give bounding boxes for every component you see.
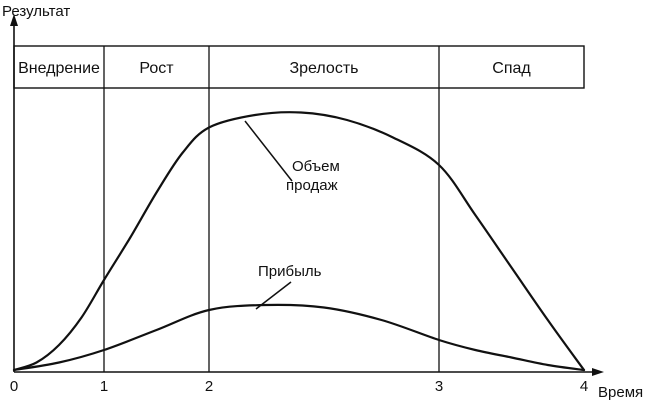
profit-callout-line [255,281,292,310]
stage-label: Внедрение [18,60,100,77]
profit-line [12,303,586,372]
x-tick-label: 3 [435,378,443,395]
sales-series-label-line-1: Объем [292,158,340,175]
y-axis-arrow [10,14,18,26]
x-axis-arrow [592,368,604,376]
sales-callout-line [244,120,293,182]
y-axis-label: Результат [2,3,70,20]
x-axis-label: Время [598,384,643,401]
stage-label: Спад [492,60,531,77]
x-tick-label: 0 [10,378,18,395]
stage-label: Рост [139,60,174,77]
stage-label: Зрелость [289,60,358,77]
x-tick-label: 4 [580,378,588,395]
x-tick-label: 2 [205,378,213,395]
profit-series-label: Прибыль [258,263,322,280]
x-tick-label: 1 [100,378,108,395]
stage-header [13,45,585,89]
sales-volume-line [12,111,586,372]
sales-series-label-line-2: продаж [286,177,338,194]
